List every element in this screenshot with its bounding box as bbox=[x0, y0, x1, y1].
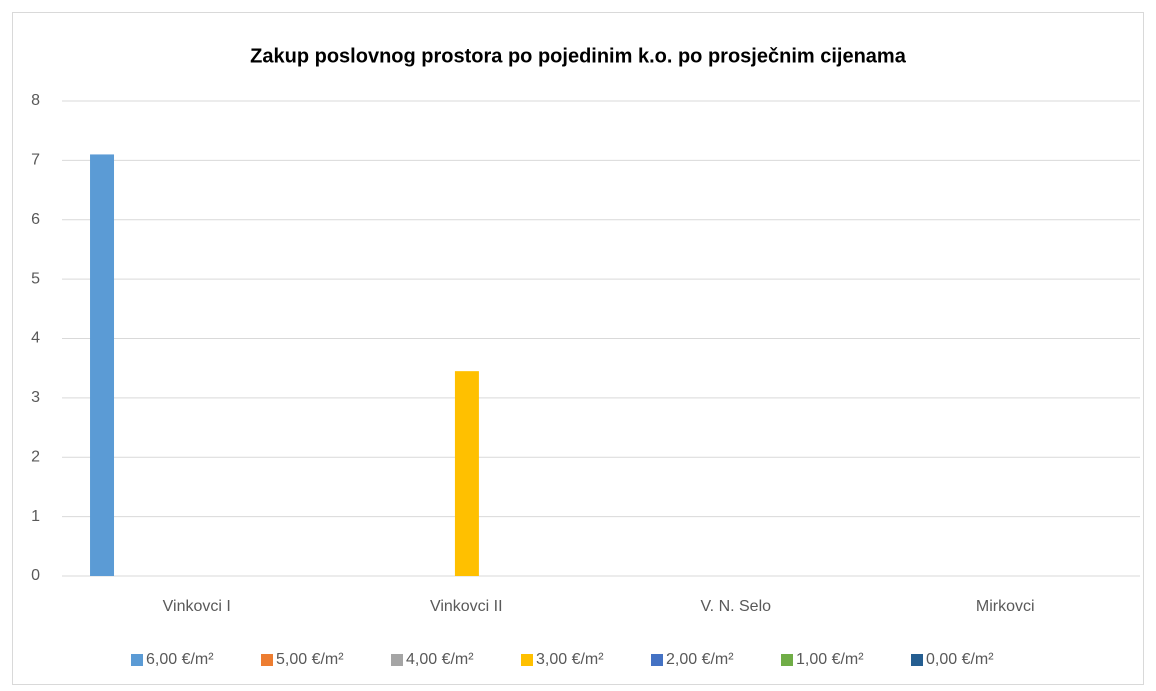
x-tick-label: Vinkovci I bbox=[163, 598, 231, 615]
chart-title: Zakup poslovnog prostora po pojedinim k.… bbox=[250, 45, 907, 67]
legend-label: 0,00 €/m² bbox=[926, 651, 994, 668]
y-tick-label: 5 bbox=[31, 270, 40, 287]
y-tick-label: 2 bbox=[31, 448, 40, 465]
legend-swatch bbox=[391, 654, 403, 666]
legend-label: 1,00 €/m² bbox=[796, 651, 864, 668]
x-tick-label: Vinkovci II bbox=[430, 598, 503, 615]
y-tick-label: 7 bbox=[31, 152, 40, 169]
legend-label: 2,00 €/m² bbox=[666, 651, 734, 668]
y-tick-label: 4 bbox=[31, 330, 40, 347]
x-tick-label: Mirkovci bbox=[976, 598, 1035, 615]
y-tick-label: 6 bbox=[31, 211, 40, 228]
legend-label: 3,00 €/m² bbox=[536, 651, 604, 668]
chart-border bbox=[12, 12, 1144, 685]
y-tick-label: 0 bbox=[31, 567, 40, 584]
legend-label: 6,00 €/m² bbox=[146, 651, 214, 668]
legend-label: 5,00 €/m² bbox=[276, 651, 344, 668]
legend-swatch bbox=[651, 654, 663, 666]
y-tick-label: 3 bbox=[31, 389, 40, 406]
legend-label: 4,00 €/m² bbox=[406, 651, 474, 668]
x-tick-label: V. N. Selo bbox=[700, 598, 771, 615]
y-tick-label: 1 bbox=[31, 508, 40, 525]
bar bbox=[454, 371, 479, 576]
legend-swatch bbox=[521, 654, 533, 666]
legend-swatch bbox=[911, 654, 923, 666]
y-tick-label: 8 bbox=[31, 92, 40, 109]
legend-swatch bbox=[261, 654, 273, 666]
legend-swatch bbox=[781, 654, 793, 666]
bar bbox=[90, 154, 115, 576]
legend-swatch bbox=[131, 654, 143, 666]
